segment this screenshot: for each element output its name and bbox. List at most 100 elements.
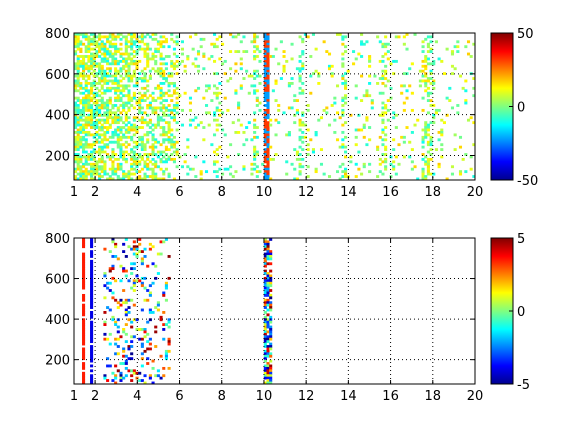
heatmap-cell [266,345,270,348]
heatmap-cell [164,133,168,137]
heatmap-cell [87,59,91,63]
heatmap-cell [84,82,88,85]
heatmap-cell [370,101,374,105]
heatmap-cell [410,131,414,134]
heatmap-cell [74,126,78,129]
heatmap-cell [106,108,110,112]
heatmap-cell [103,59,107,63]
heatmap-cell [119,96,123,100]
heatmap-cell [263,238,267,241]
heatmap-cell [114,167,118,171]
heatmap-cell [108,79,112,83]
heatmap-cell [148,106,152,110]
heatmap-cell [402,72,406,76]
heatmap-cell [103,72,107,76]
heatmap-cell [90,96,94,100]
heatmap-cell [188,101,193,105]
heatmap-cell [82,279,86,283]
heatmap-cell [250,40,254,44]
heatmap-cell [106,172,110,176]
heatmap-cell [82,77,86,80]
heatmap-cell [114,364,118,368]
colorbar-tick-label: -50 [517,174,538,189]
heatmap-cell [237,106,241,110]
heatmap-cell [199,177,203,181]
heatmap-cell [74,96,78,100]
heatmap-cell [151,33,155,36]
heatmap-cell [421,79,425,83]
heatmap-cell [210,55,214,58]
heatmap-cell [87,45,91,49]
heatmap-cell [130,47,134,51]
heatmap-cell [266,298,270,302]
heatmap-cell [384,64,388,68]
heatmap-cell [188,167,193,171]
heatmap-cell [164,286,168,290]
heatmap-cell [127,369,131,373]
heatmap-cell [100,52,104,56]
heatmap-cell [132,50,136,53]
top-heatmap-grid [74,33,475,180]
heatmap-cell [119,104,123,107]
heatmap-cell [365,91,369,95]
heatmap-cell [464,45,468,49]
heatmap-cell [424,175,428,178]
heatmap-cell [138,175,142,178]
heatmap-cell [269,255,273,258]
top-heatmap-cells [74,33,476,181]
heatmap-cell [140,357,144,361]
heatmap-cell [402,101,406,105]
heatmap-cell [266,47,270,51]
heatmap-cell [84,177,88,181]
heatmap-cell [90,337,94,341]
heatmap-cell [140,145,144,149]
heatmap-cell [263,123,267,127]
heatmap-cell [95,172,99,176]
heatmap-cell [319,162,324,166]
heatmap-cell [148,145,152,149]
heatmap-cell [234,69,238,73]
heatmap-cell [114,376,118,380]
heatmap-cell [263,153,267,156]
heatmap-cell [384,106,388,110]
heatmap-cell [175,55,179,58]
heatmap-cell [103,77,107,80]
heatmap-cell [108,35,112,39]
heatmap-cell [82,303,86,307]
heatmap-cell [194,155,198,159]
heatmap-cell [76,104,80,107]
heatmap-cell [357,113,361,117]
heatmap-cell [82,106,86,110]
heatmap-cell [79,74,83,78]
heatmap-cell [167,157,171,161]
heatmap-cell [130,369,134,373]
heatmap-cell [74,155,78,159]
heatmap-cell [253,55,257,58]
heatmap-cell [164,157,168,161]
heatmap-cell [303,123,307,127]
heatmap-cell [103,111,107,115]
heatmap-cell [138,40,142,44]
heatmap-cell [143,42,147,46]
heatmap-cell [111,86,115,90]
heatmap-cell [146,175,150,178]
heatmap-cell [330,64,334,68]
heatmap-cell [362,94,366,98]
heatmap-cell [140,99,144,102]
heatmap-cell [386,108,390,112]
heatmap-cell [306,165,310,169]
heatmap-cell [82,376,86,380]
heatmap-cell [271,55,275,58]
heatmap-cell [154,99,158,102]
heatmap-cell [90,323,94,326]
heatmap-cell [138,99,142,102]
heatmap-cell [90,33,94,36]
heatmap-cell [82,170,86,174]
heatmap-cell [263,240,267,244]
heatmap-cell [82,269,86,273]
heatmap-cell [148,57,152,61]
heatmap-cell [103,121,107,125]
heatmap-cell [162,177,166,181]
heatmap-cell [263,131,267,134]
heatmap-cell [266,148,270,151]
